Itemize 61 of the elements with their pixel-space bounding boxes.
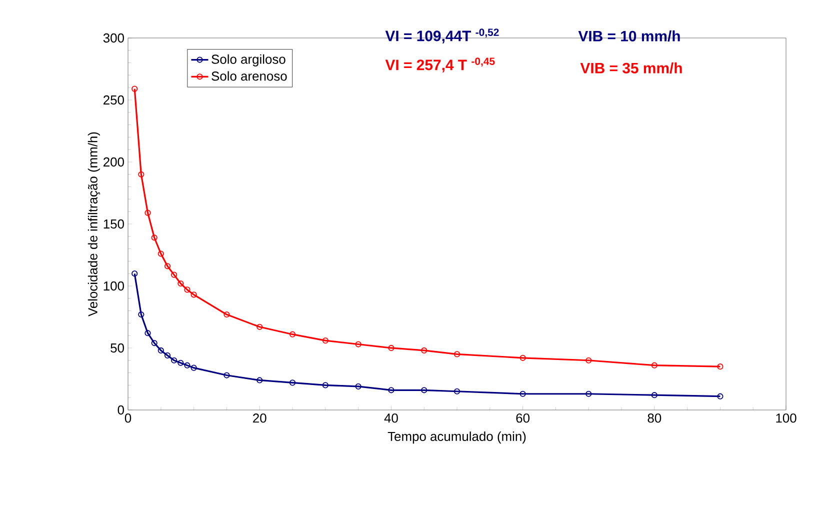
- x-tick-label: 0: [124, 414, 132, 423]
- y-tick-label: 200: [104, 157, 124, 167]
- point: [520, 390, 526, 397]
- point: [256, 324, 263, 330]
- x-tick-label: 80: [648, 414, 662, 423]
- point: [158, 347, 164, 354]
- point: [224, 372, 230, 378]
- point: [421, 347, 428, 354]
- legend-label: Solo argiloso: [212, 54, 286, 66]
- x-tick-label: 60: [516, 414, 530, 423]
- point: [289, 331, 296, 338]
- point: [151, 234, 158, 241]
- point: [289, 380, 296, 386]
- point: [190, 364, 197, 371]
- point: [138, 171, 144, 178]
- point: [421, 387, 428, 394]
- point: [184, 362, 190, 368]
- point: [651, 362, 658, 368]
- point: [586, 390, 592, 397]
- point: [322, 337, 328, 344]
- point: [164, 263, 171, 270]
- point: [171, 357, 178, 364]
- point: [138, 311, 144, 318]
- point: [322, 382, 328, 388]
- point: [144, 330, 151, 336]
- point: [256, 377, 263, 384]
- annotation: VIB = 10 mm/h: [578, 30, 680, 42]
- y-tick-label: 300: [103, 33, 124, 43]
- y-tick-label: 150: [104, 219, 124, 229]
- point: [454, 351, 460, 358]
- point: [454, 388, 460, 394]
- point: [355, 383, 362, 390]
- point: [184, 286, 190, 293]
- point: [355, 341, 362, 348]
- point: [224, 311, 230, 318]
- point: [178, 360, 184, 366]
- y-tick-label: 0: [118, 405, 124, 415]
- point: [586, 357, 592, 364]
- y-tick-label: 50: [110, 343, 124, 353]
- point: [651, 392, 658, 398]
- annotation: VI = 109,44T $^{-0,52}$: [385, 28, 499, 44]
- point: [158, 250, 164, 257]
- point: [388, 344, 394, 352]
- point: [151, 340, 158, 346]
- annotation: VIB = 35 mm/h: [580, 62, 682, 74]
- point: [388, 387, 394, 394]
- x-axis-title: Tempo acumulado (min): [388, 432, 526, 444]
- point: [190, 292, 197, 298]
- y-axis-title: Velocidade de infiltração (mm/h): [88, 132, 100, 316]
- point: [171, 272, 178, 278]
- x-tick-label: 40: [384, 414, 398, 423]
- point: [164, 352, 171, 358]
- point: [144, 210, 151, 216]
- point: [178, 280, 184, 287]
- y-tick-label: 100: [104, 281, 124, 291]
- y-tick-label: 250: [104, 95, 124, 105]
- annotation: VI = 257,4 T $^{-0,45}$: [385, 58, 495, 72]
- point: [520, 354, 526, 361]
- x-tick-label: 20: [253, 414, 266, 423]
- x-tick-label: 100: [776, 414, 796, 423]
- legend-label: Solo arenoso: [212, 71, 287, 81]
